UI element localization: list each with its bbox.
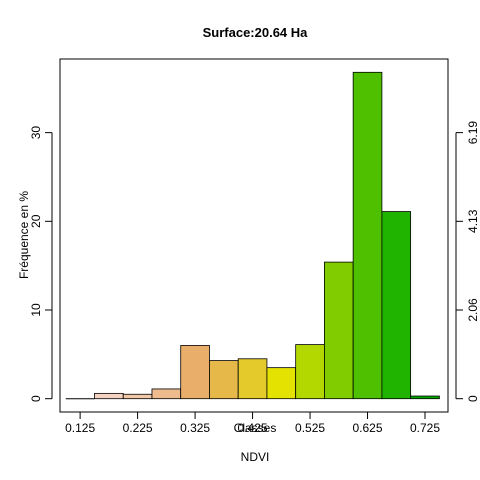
- histogram-bar-6: [237, 358, 268, 400]
- histogram-bar-1: [94, 392, 124, 400]
- plot-frame: [59, 58, 449, 413]
- x-tick-label: 0.225: [123, 421, 153, 435]
- y-right-tick-label: 2.06: [466, 298, 480, 322]
- histogram-bar-10: [352, 71, 383, 400]
- x-tick-label: 0.525: [295, 421, 325, 435]
- histogram-bar-8: [295, 344, 325, 400]
- x-axis: 0.125 0.225 0.325 0.425 0.525 0.625 0.725: [65, 412, 440, 435]
- x-axis-label-classes: Classes: [234, 421, 277, 435]
- histogram-bar-5: [209, 360, 239, 400]
- y-axis-left: 0 10 20 30: [29, 126, 53, 402]
- histogram-bars: [65, 71, 440, 400]
- histogram-bar-2: [122, 393, 153, 400]
- y-right-tick-label: 6.19: [466, 121, 480, 145]
- histogram-bar-12: [410, 395, 440, 400]
- histogram-bar-11: [381, 211, 412, 400]
- histogram-bar-9: [324, 261, 354, 400]
- y-axis-right: 0 2.06 4.13 6.19: [455, 121, 480, 402]
- x-tick-label: 0.625: [353, 421, 383, 435]
- x-tick-label: 0.425: [238, 421, 268, 435]
- histogram-bar-7: [266, 367, 297, 400]
- y-left-tick-label: 20: [29, 214, 43, 228]
- y-left-tick-label: 10: [29, 303, 43, 317]
- x-tick-label: 0.125: [65, 421, 95, 435]
- chart-title: Surface:20.64 Ha: [203, 25, 309, 40]
- y-left-tick-label: 0: [29, 395, 43, 402]
- y-left-tick-label: 30: [29, 126, 43, 140]
- histogram-bar-3: [151, 388, 182, 400]
- x-tick-label: 0.725: [410, 421, 440, 435]
- y-axis-label: Fréquence en %: [17, 191, 31, 279]
- x-tick-label: 0.325: [180, 421, 210, 435]
- y-right-tick-label: 4.13: [466, 209, 480, 233]
- y-right-tick-label: 0: [466, 395, 480, 402]
- x-axis-label-ndvi: NDVI: [241, 450, 270, 464]
- histogram-bar-4: [180, 345, 210, 400]
